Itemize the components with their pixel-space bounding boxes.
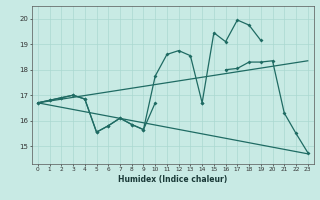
X-axis label: Humidex (Indice chaleur): Humidex (Indice chaleur) — [118, 175, 228, 184]
